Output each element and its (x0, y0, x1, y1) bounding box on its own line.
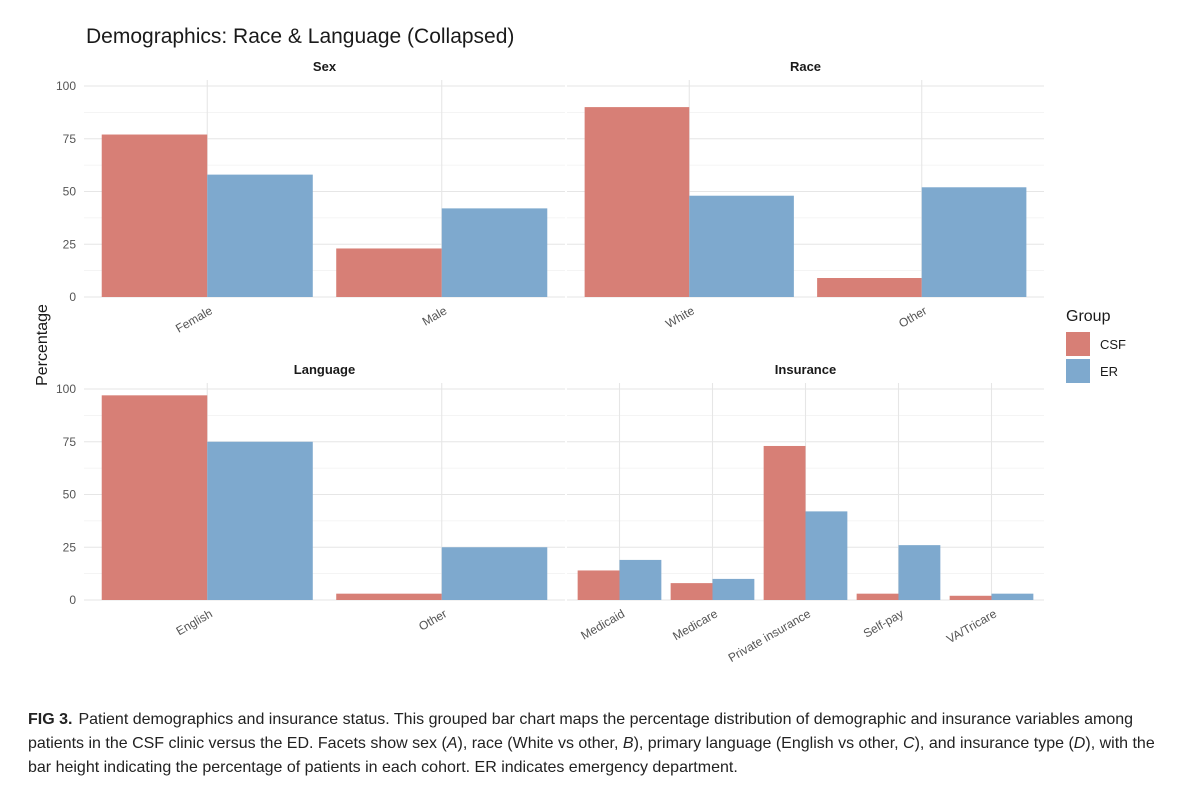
facet-title: Insurance (775, 362, 836, 377)
x-tick-label: Private insurance (726, 606, 814, 665)
bar-csf-female (101, 134, 208, 297)
y-tick-label: 0 (69, 593, 76, 607)
facet-insurance: Insurance Medicaid Medicare Private insuran… (567, 362, 1044, 665)
facet-race: Race White Other (567, 59, 1044, 331)
caption-panel-letter: A (446, 735, 458, 752)
chart-title: Demographics: Race & Language (Collapsed… (86, 25, 514, 48)
x-tick-label: VA/Tricare (944, 606, 999, 646)
legend: Group CSF ER (1066, 308, 1126, 383)
bar-csf-medicaid (577, 570, 620, 600)
x-tick-label: Self-pay (861, 606, 906, 640)
y-tick-label: 50 (63, 488, 77, 502)
y-tick-label: 25 (63, 237, 77, 251)
x-tick-label: Medicare (670, 606, 720, 643)
facet-sex: Sex 0 25 50 75 100 Female Male (56, 59, 565, 336)
y-tick-label: 0 (69, 290, 76, 304)
legend-swatch-csf (1066, 332, 1090, 356)
x-tick-label: Female (173, 303, 215, 335)
bar-er-female (207, 174, 313, 297)
bar-er-medicare (712, 578, 755, 600)
grouped-bar-chart-figure: Demographics: Race & Language (Collapsed… (34, 25, 1126, 665)
bar-csf-va-tricare (949, 595, 992, 600)
bar-er-private-insurance (805, 511, 848, 600)
bar-csf-white (584, 107, 690, 297)
figure-caption: FIG 3. Patient demographics and insurance… (28, 711, 1155, 776)
y-tick-label: 100 (56, 79, 76, 93)
caption-panel-letter: B (622, 735, 634, 752)
x-tick-label: Male (420, 303, 450, 328)
x-tick-label: Medicaid (578, 606, 627, 642)
legend-title: Group (1066, 308, 1111, 325)
bar-csf-other (336, 593, 442, 600)
facet-title: Race (790, 59, 821, 74)
bar-er-other (441, 547, 548, 600)
bar-er-medicaid (619, 559, 662, 600)
bar-csf-self-pay (856, 593, 899, 600)
y-tick-label: 75 (63, 132, 77, 146)
bar-csf-medicare (670, 583, 713, 600)
caption-panel-letter: D (1073, 735, 1086, 752)
facet-language: Language 0 25 50 75 100 English Other (56, 362, 565, 638)
facet-title: Language (294, 362, 355, 377)
bar-er-english (207, 441, 313, 600)
x-tick-label: White (663, 303, 697, 331)
bar-er-white (689, 195, 794, 297)
caption-panel-letter: C (903, 735, 915, 752)
x-tick-label: English (174, 606, 215, 638)
y-axis-title: Percentage (34, 304, 51, 386)
bar-csf-private-insurance (763, 445, 806, 600)
bar-csf-other (817, 278, 922, 297)
bar-er-va-tricare (991, 593, 1034, 600)
bar-er-other (921, 187, 1027, 297)
y-tick-label: 100 (56, 382, 76, 396)
facet-title: Sex (313, 59, 337, 74)
bar-csf-english (101, 395, 208, 600)
x-tick-label: Other (416, 606, 449, 633)
legend-swatch-er (1066, 359, 1090, 383)
y-tick-label: 25 (63, 540, 77, 554)
legend-label-er: ER (1100, 364, 1118, 379)
bar-er-self-pay (898, 545, 941, 600)
y-tick-label: 50 (63, 185, 77, 199)
legend-label-csf: CSF (1100, 337, 1126, 352)
x-tick-label: Other (896, 303, 929, 330)
bar-csf-male (336, 248, 442, 297)
bar-er-male (441, 208, 548, 297)
y-tick-label: 75 (63, 435, 77, 449)
figure-label: FIG 3. (28, 711, 73, 728)
